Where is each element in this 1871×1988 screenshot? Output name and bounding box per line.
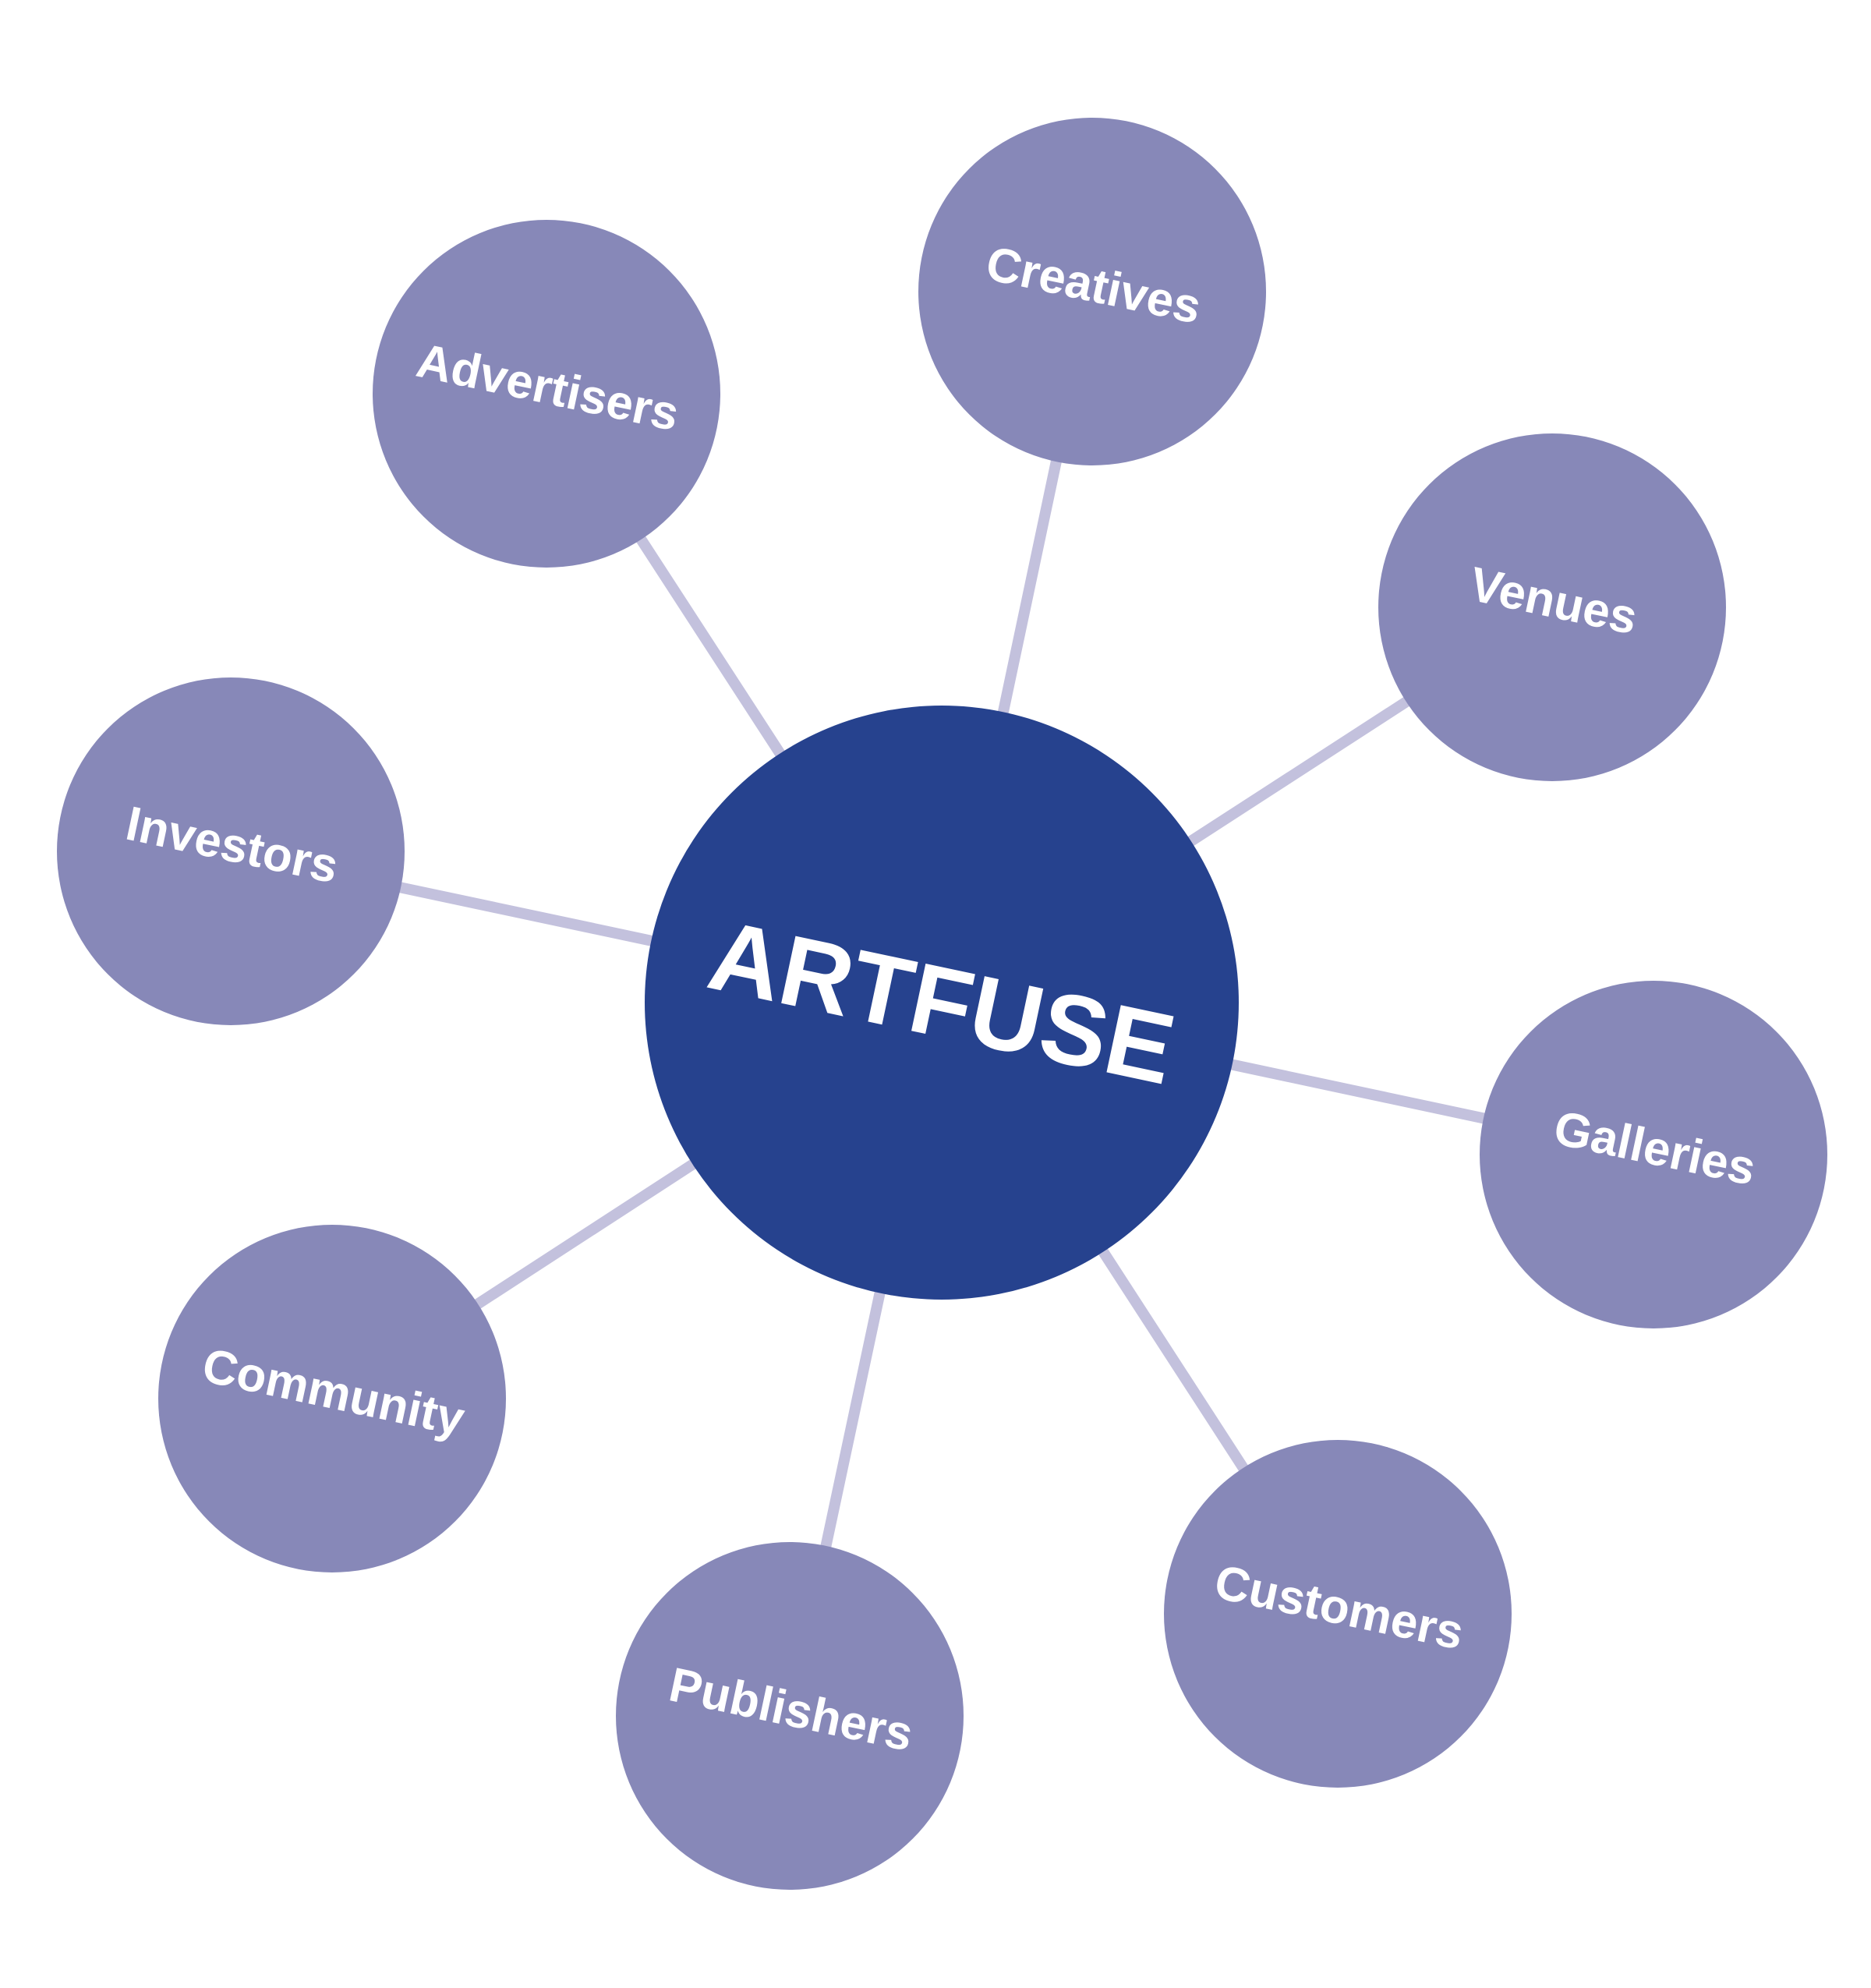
connector-publishers bbox=[819, 1284, 887, 1555]
connector-venues bbox=[1181, 692, 1417, 851]
connector-galleries bbox=[1223, 1057, 1493, 1126]
node-venues: Venues bbox=[1378, 433, 1726, 781]
center-node: ARTFUSE bbox=[645, 706, 1239, 1300]
node-circle-community bbox=[158, 1225, 506, 1572]
node-circle-customers bbox=[1164, 1440, 1512, 1788]
node-circle-investors bbox=[57, 677, 405, 1025]
node-galleries: Galleries bbox=[1480, 981, 1827, 1328]
node-circle-creatives bbox=[918, 118, 1266, 465]
connectors bbox=[391, 452, 1493, 1555]
node-community: Community bbox=[158, 1225, 506, 1572]
node-advertisers: Advertisers bbox=[373, 220, 720, 568]
node-investors: Investors bbox=[57, 677, 405, 1025]
node-circle-venues bbox=[1378, 433, 1726, 781]
connector-community bbox=[468, 1155, 702, 1313]
node-customers: Customers bbox=[1164, 1440, 1512, 1788]
node-circle-publishers bbox=[616, 1542, 964, 1890]
connector-advertisers bbox=[632, 529, 789, 763]
satellite-nodes: Creatives Venues Galleries Customers Publish… bbox=[57, 118, 1827, 1890]
node-publishers: Publishers bbox=[616, 1542, 964, 1890]
connector-investors bbox=[391, 880, 660, 948]
connector-creatives bbox=[996, 452, 1063, 721]
node-circle-advertisers bbox=[373, 220, 720, 568]
node-creatives: Creatives bbox=[918, 118, 1266, 465]
center-circle bbox=[645, 706, 1239, 1300]
node-circle-galleries bbox=[1480, 981, 1827, 1328]
connector-customers bbox=[1094, 1242, 1253, 1478]
